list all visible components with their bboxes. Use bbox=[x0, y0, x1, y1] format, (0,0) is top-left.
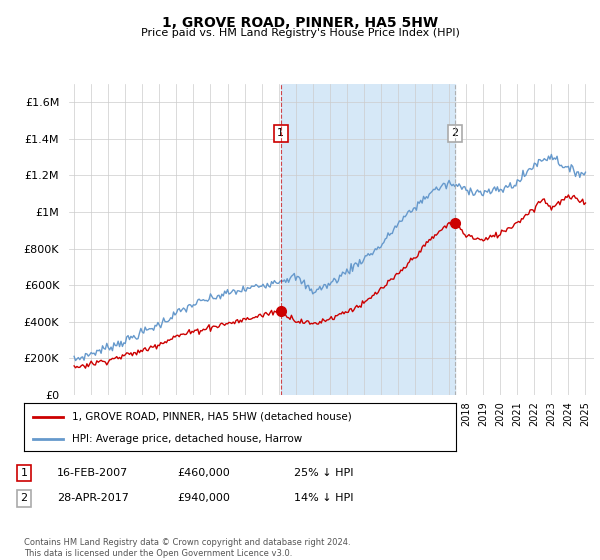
Text: 1: 1 bbox=[20, 468, 28, 478]
Text: 1, GROVE ROAD, PINNER, HA5 5HW (detached house): 1, GROVE ROAD, PINNER, HA5 5HW (detached… bbox=[71, 412, 351, 422]
Text: 1: 1 bbox=[277, 128, 284, 138]
Text: 1, GROVE ROAD, PINNER, HA5 5HW: 1, GROVE ROAD, PINNER, HA5 5HW bbox=[162, 16, 438, 30]
Bar bbox=[281, 84, 455, 395]
Text: Price paid vs. HM Land Registry's House Price Index (HPI): Price paid vs. HM Land Registry's House … bbox=[140, 28, 460, 38]
Text: 28-APR-2017: 28-APR-2017 bbox=[57, 493, 129, 503]
Text: 16-FEB-2007: 16-FEB-2007 bbox=[57, 468, 128, 478]
Text: Contains HM Land Registry data © Crown copyright and database right 2024.
This d: Contains HM Land Registry data © Crown c… bbox=[24, 538, 350, 558]
Text: £460,000: £460,000 bbox=[177, 468, 230, 478]
Text: 2: 2 bbox=[20, 493, 28, 503]
Text: £940,000: £940,000 bbox=[177, 493, 230, 503]
Text: 25% ↓ HPI: 25% ↓ HPI bbox=[294, 468, 353, 478]
Text: 14% ↓ HPI: 14% ↓ HPI bbox=[294, 493, 353, 503]
Text: 2: 2 bbox=[451, 128, 458, 138]
Text: HPI: Average price, detached house, Harrow: HPI: Average price, detached house, Harr… bbox=[71, 434, 302, 444]
